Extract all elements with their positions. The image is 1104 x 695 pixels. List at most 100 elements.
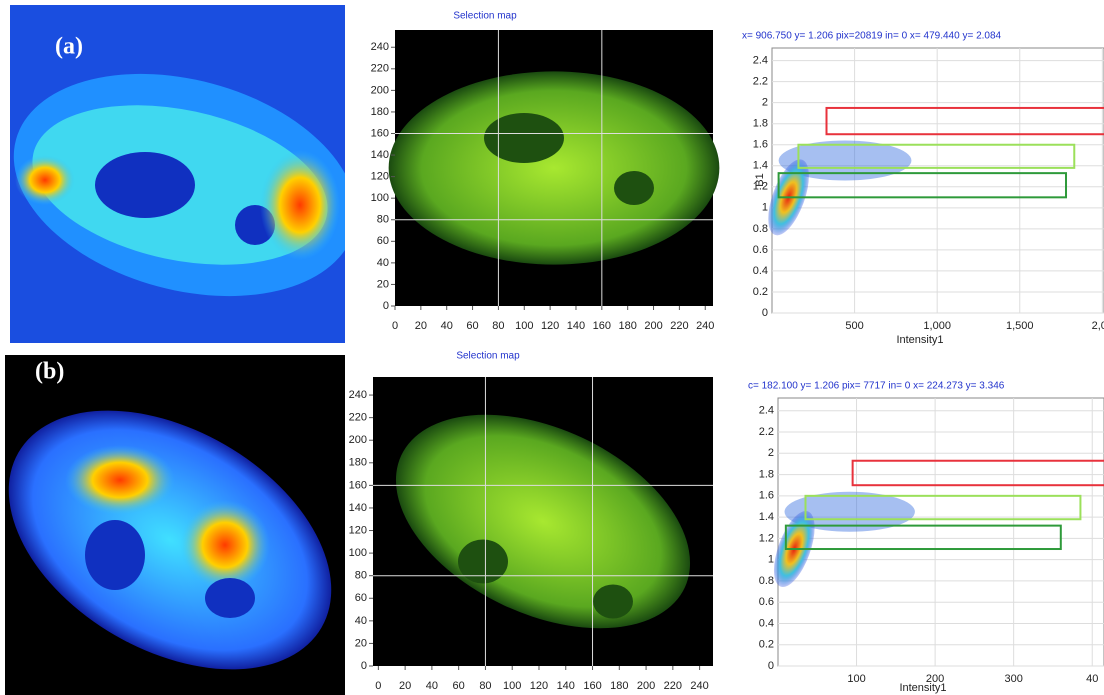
y-tick-label: 2.4: [759, 405, 774, 417]
x-tick-label: 200: [926, 673, 944, 685]
nucleolus: [458, 539, 508, 584]
gate: [777, 172, 1068, 199]
y-tick-label: 1.2: [759, 532, 774, 544]
x-tick-label: 0: [392, 320, 398, 332]
x-tick-label: 1,500: [1006, 320, 1034, 332]
y-tick-label: 200: [371, 84, 389, 96]
y-tick-label: 0: [361, 660, 367, 672]
y-tick-label: 1.6: [759, 490, 774, 502]
nucleolus: [484, 113, 564, 163]
y-tick-label: 0.6: [753, 244, 768, 256]
y-tick-label: 140: [371, 149, 389, 161]
gate: [804, 494, 1082, 521]
gate: [784, 524, 1062, 551]
y-tick-label: 120: [349, 524, 367, 536]
map-title: Selection map: [456, 351, 520, 362]
x-tick-label: 160: [583, 680, 601, 692]
y-tick-label: 0: [762, 307, 768, 319]
panel-label: (a): [55, 34, 83, 60]
x-tick-label: 140: [567, 320, 585, 332]
y-tick-label: 2: [762, 97, 768, 109]
nucleolus: [614, 171, 654, 205]
y-tick-label: 180: [371, 106, 389, 118]
x-tick-label: 60: [453, 680, 465, 692]
x-tick-label: 220: [664, 680, 682, 692]
image-a: (a): [10, 5, 345, 343]
x-tick-label: 40: [441, 320, 453, 332]
panel-label: (b): [35, 359, 64, 385]
image-b: (b): [5, 355, 345, 695]
y-tick-label: 0.8: [753, 223, 768, 235]
y-tick-label: 60: [355, 592, 367, 604]
y-axis-label: B1: [754, 173, 766, 186]
y-tick-label: 200: [349, 434, 367, 446]
x-tick-label: 100: [515, 320, 533, 332]
y-tick-label: 1: [768, 554, 774, 566]
x-tick-label: 180: [619, 320, 637, 332]
x-tick-label: 140: [557, 680, 575, 692]
x-tick-label: 60: [466, 320, 478, 332]
y-tick-label: 1.8: [753, 118, 768, 130]
y-tick-label: 1.2: [753, 181, 768, 193]
y-tick-label: 0.4: [759, 617, 774, 629]
y-tick-label: 0.2: [759, 639, 774, 651]
y-tick-label: 1.8: [759, 468, 774, 480]
y-tick-label: 20: [377, 278, 389, 290]
y-tick-label: 0: [383, 300, 389, 312]
gate: [797, 143, 1076, 169]
y-tick-label: 2.2: [759, 426, 774, 438]
y-tick-label: 160: [371, 127, 389, 139]
y-tick-label: 0.2: [753, 286, 768, 298]
x-axis-label: Intensity1: [899, 682, 946, 694]
y-tick-label: 60: [377, 235, 389, 247]
x-tick-label: 80: [479, 680, 491, 692]
y-tick-label: 220: [371, 63, 389, 75]
map-title: Selection map: [453, 11, 517, 22]
x-tick-label: 200: [637, 680, 655, 692]
y-tick-label: 100: [371, 192, 389, 204]
x-tick-label: 120: [530, 680, 548, 692]
x-tick-label: 2,00: [1092, 320, 1104, 332]
y-tick-label: 0.8: [759, 575, 774, 587]
x-tick-label: 200: [644, 320, 662, 332]
y-tick-label: 160: [349, 479, 367, 491]
y-tick-label: 100: [349, 547, 367, 559]
x-tick-label: 100: [503, 680, 521, 692]
x-tick-label: 100: [847, 673, 865, 685]
x-tick-label: 240: [690, 680, 708, 692]
gate: [825, 106, 1104, 136]
x-tick-label: 300: [1004, 673, 1022, 685]
y-tick-label: 240: [371, 41, 389, 53]
x-tick-label: 0: [375, 680, 381, 692]
y-tick-label: 80: [355, 570, 367, 582]
x-tick-label: 220: [670, 320, 688, 332]
y-tick-label: 140: [349, 502, 367, 514]
x-tick-label: 120: [541, 320, 559, 332]
x-tick-label: 80: [492, 320, 504, 332]
y-tick-label: 0.4: [753, 265, 768, 277]
x-tick-label: 40: [1086, 673, 1098, 685]
plot-area: [771, 47, 1104, 314]
x-tick-label: 180: [610, 680, 628, 692]
x-tick-label: 1,000: [923, 320, 951, 332]
plot-area: [777, 397, 1104, 667]
y-tick-label: 40: [355, 615, 367, 627]
x-axis-label: Intensity1: [896, 334, 943, 346]
gate: [851, 459, 1104, 487]
y-tick-label: 1: [762, 202, 768, 214]
readout: c= 182.100 y= 1.206 pix= 7717 in= 0 x= 2…: [748, 381, 1005, 392]
y-tick-label: 2.2: [753, 76, 768, 88]
y-tick-label: 0: [768, 660, 774, 672]
cell-signal: [388, 71, 720, 265]
x-tick-label: 160: [593, 320, 611, 332]
y-tick-label: 180: [349, 457, 367, 469]
y-tick-label: 220: [349, 412, 367, 424]
y-tick-label: 1.4: [759, 511, 774, 523]
y-tick-label: 1.4: [753, 160, 768, 172]
y-tick-label: 2.4: [753, 55, 768, 67]
readout: x= 906.750 y= 1.206 pix=20819 in= 0 x= 4…: [742, 31, 1002, 42]
density-cloud: [778, 140, 912, 181]
y-tick-label: 240: [349, 389, 367, 401]
density-cloud: [784, 491, 915, 532]
